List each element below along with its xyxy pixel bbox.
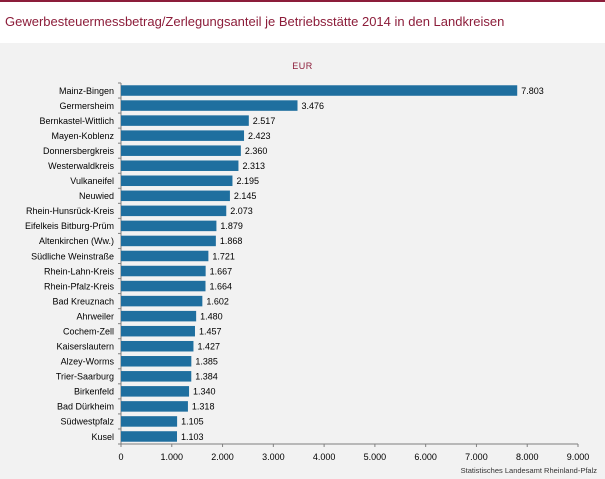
bar [121, 190, 230, 202]
category-label: Bad Kreuznach [52, 296, 114, 306]
bar [121, 220, 217, 232]
value-label: 1.385 [195, 357, 218, 367]
x-tick-label: 7.000 [465, 452, 488, 462]
bar [121, 205, 227, 217]
value-label: 7.803 [521, 86, 544, 96]
x-tick-label: 9.000 [567, 452, 590, 462]
value-label: 2.145 [234, 191, 257, 201]
category-label: Ahrweiler [76, 311, 114, 321]
value-label: 1.667 [210, 266, 233, 276]
bar [121, 265, 206, 277]
bar [121, 175, 233, 187]
bar [121, 401, 188, 412]
category-label: Rhein-Lahn-Kreis [44, 266, 115, 276]
bar [121, 145, 241, 156]
category-label: Bad Dürkheim [57, 402, 114, 412]
bar [121, 431, 178, 442]
category-label: Rhein-Hunsrück-Kreis [26, 206, 115, 216]
value-label: 2.423 [248, 131, 271, 141]
value-label: 1.664 [209, 281, 232, 291]
category-label: Eifelkeis Bitburg-Prüm [25, 221, 114, 231]
unit-label: EUR [292, 61, 313, 71]
bar [121, 325, 195, 337]
value-label: 2.195 [236, 176, 259, 186]
bar [121, 310, 197, 322]
category-label: Trier-Saarburg [56, 372, 114, 382]
x-tick-label: 2.000 [211, 452, 234, 462]
value-label: 2.517 [253, 116, 276, 126]
bar [121, 160, 239, 171]
bar [121, 386, 190, 397]
x-tick-label: 4.000 [313, 452, 336, 462]
value-label: 1.384 [195, 372, 218, 382]
value-label: 1.721 [212, 251, 235, 261]
bar [121, 340, 194, 352]
value-label: 1.879 [220, 221, 243, 231]
category-label: Rhein-Pfalz-Kreis [44, 281, 115, 291]
category-label: Südwestpfalz [60, 417, 114, 427]
x-tick-label: 0 [118, 452, 123, 462]
value-label: 2.360 [245, 146, 268, 156]
value-label: 1.340 [193, 387, 216, 397]
category-label: Südliche Weinstraße [31, 251, 114, 261]
bar [121, 250, 209, 262]
category-label: Donnersbergkreis [43, 146, 115, 156]
value-label: 1.105 [181, 417, 204, 427]
bar [121, 371, 192, 382]
value-label: 1.868 [220, 236, 243, 246]
value-label: 3.476 [302, 101, 325, 111]
value-label: 1.318 [192, 402, 215, 412]
value-label: 2.073 [230, 206, 253, 216]
category-label: Vulkaneifel [70, 176, 114, 186]
bar [121, 235, 216, 247]
category-label: Alzey-Worms [61, 357, 115, 367]
category-label: Mayen-Koblenz [51, 131, 114, 141]
value-label: 1.457 [199, 326, 222, 336]
x-tick-label: 1.000 [161, 452, 184, 462]
bar [121, 356, 192, 367]
bar [121, 85, 518, 96]
x-tick-label: 5.000 [364, 452, 387, 462]
value-label: 1.480 [200, 311, 223, 321]
value-label: 2.313 [242, 161, 265, 171]
category-label: Germersheim [59, 101, 114, 111]
x-tick-label: 3.000 [262, 452, 285, 462]
category-label: Cochem-Zell [63, 326, 114, 336]
x-tick-label: 8.000 [516, 452, 539, 462]
category-label: Altenkirchen (Ww.) [39, 236, 114, 246]
bar [121, 130, 245, 141]
bar [121, 100, 298, 111]
value-label: 1.103 [181, 432, 204, 442]
category-label: Neuwied [79, 191, 114, 201]
category-label: Kaiserslautern [56, 342, 114, 352]
source-note: Statistisches Landesamt Rheinland-Pfalz [460, 466, 597, 475]
category-label: Bernkastel-Wittlich [39, 116, 114, 126]
category-label: Kusel [91, 432, 114, 442]
bar [121, 280, 206, 292]
category-label: Westerwaldkreis [48, 161, 114, 171]
value-label: 1.427 [197, 342, 220, 352]
x-tick-label: 6.000 [414, 452, 437, 462]
top-accent-rule [0, 0, 605, 2]
category-label: Birkenfeld [74, 387, 114, 397]
chart-title: Gewerbesteuermessbetrag/Zerlegungsanteil… [5, 14, 505, 29]
bar [121, 295, 203, 307]
bar [121, 416, 178, 427]
bar [121, 115, 249, 126]
chart-panel [0, 43, 605, 479]
category-label: Mainz-Bingen [59, 86, 114, 96]
value-label: 1.602 [206, 296, 229, 306]
